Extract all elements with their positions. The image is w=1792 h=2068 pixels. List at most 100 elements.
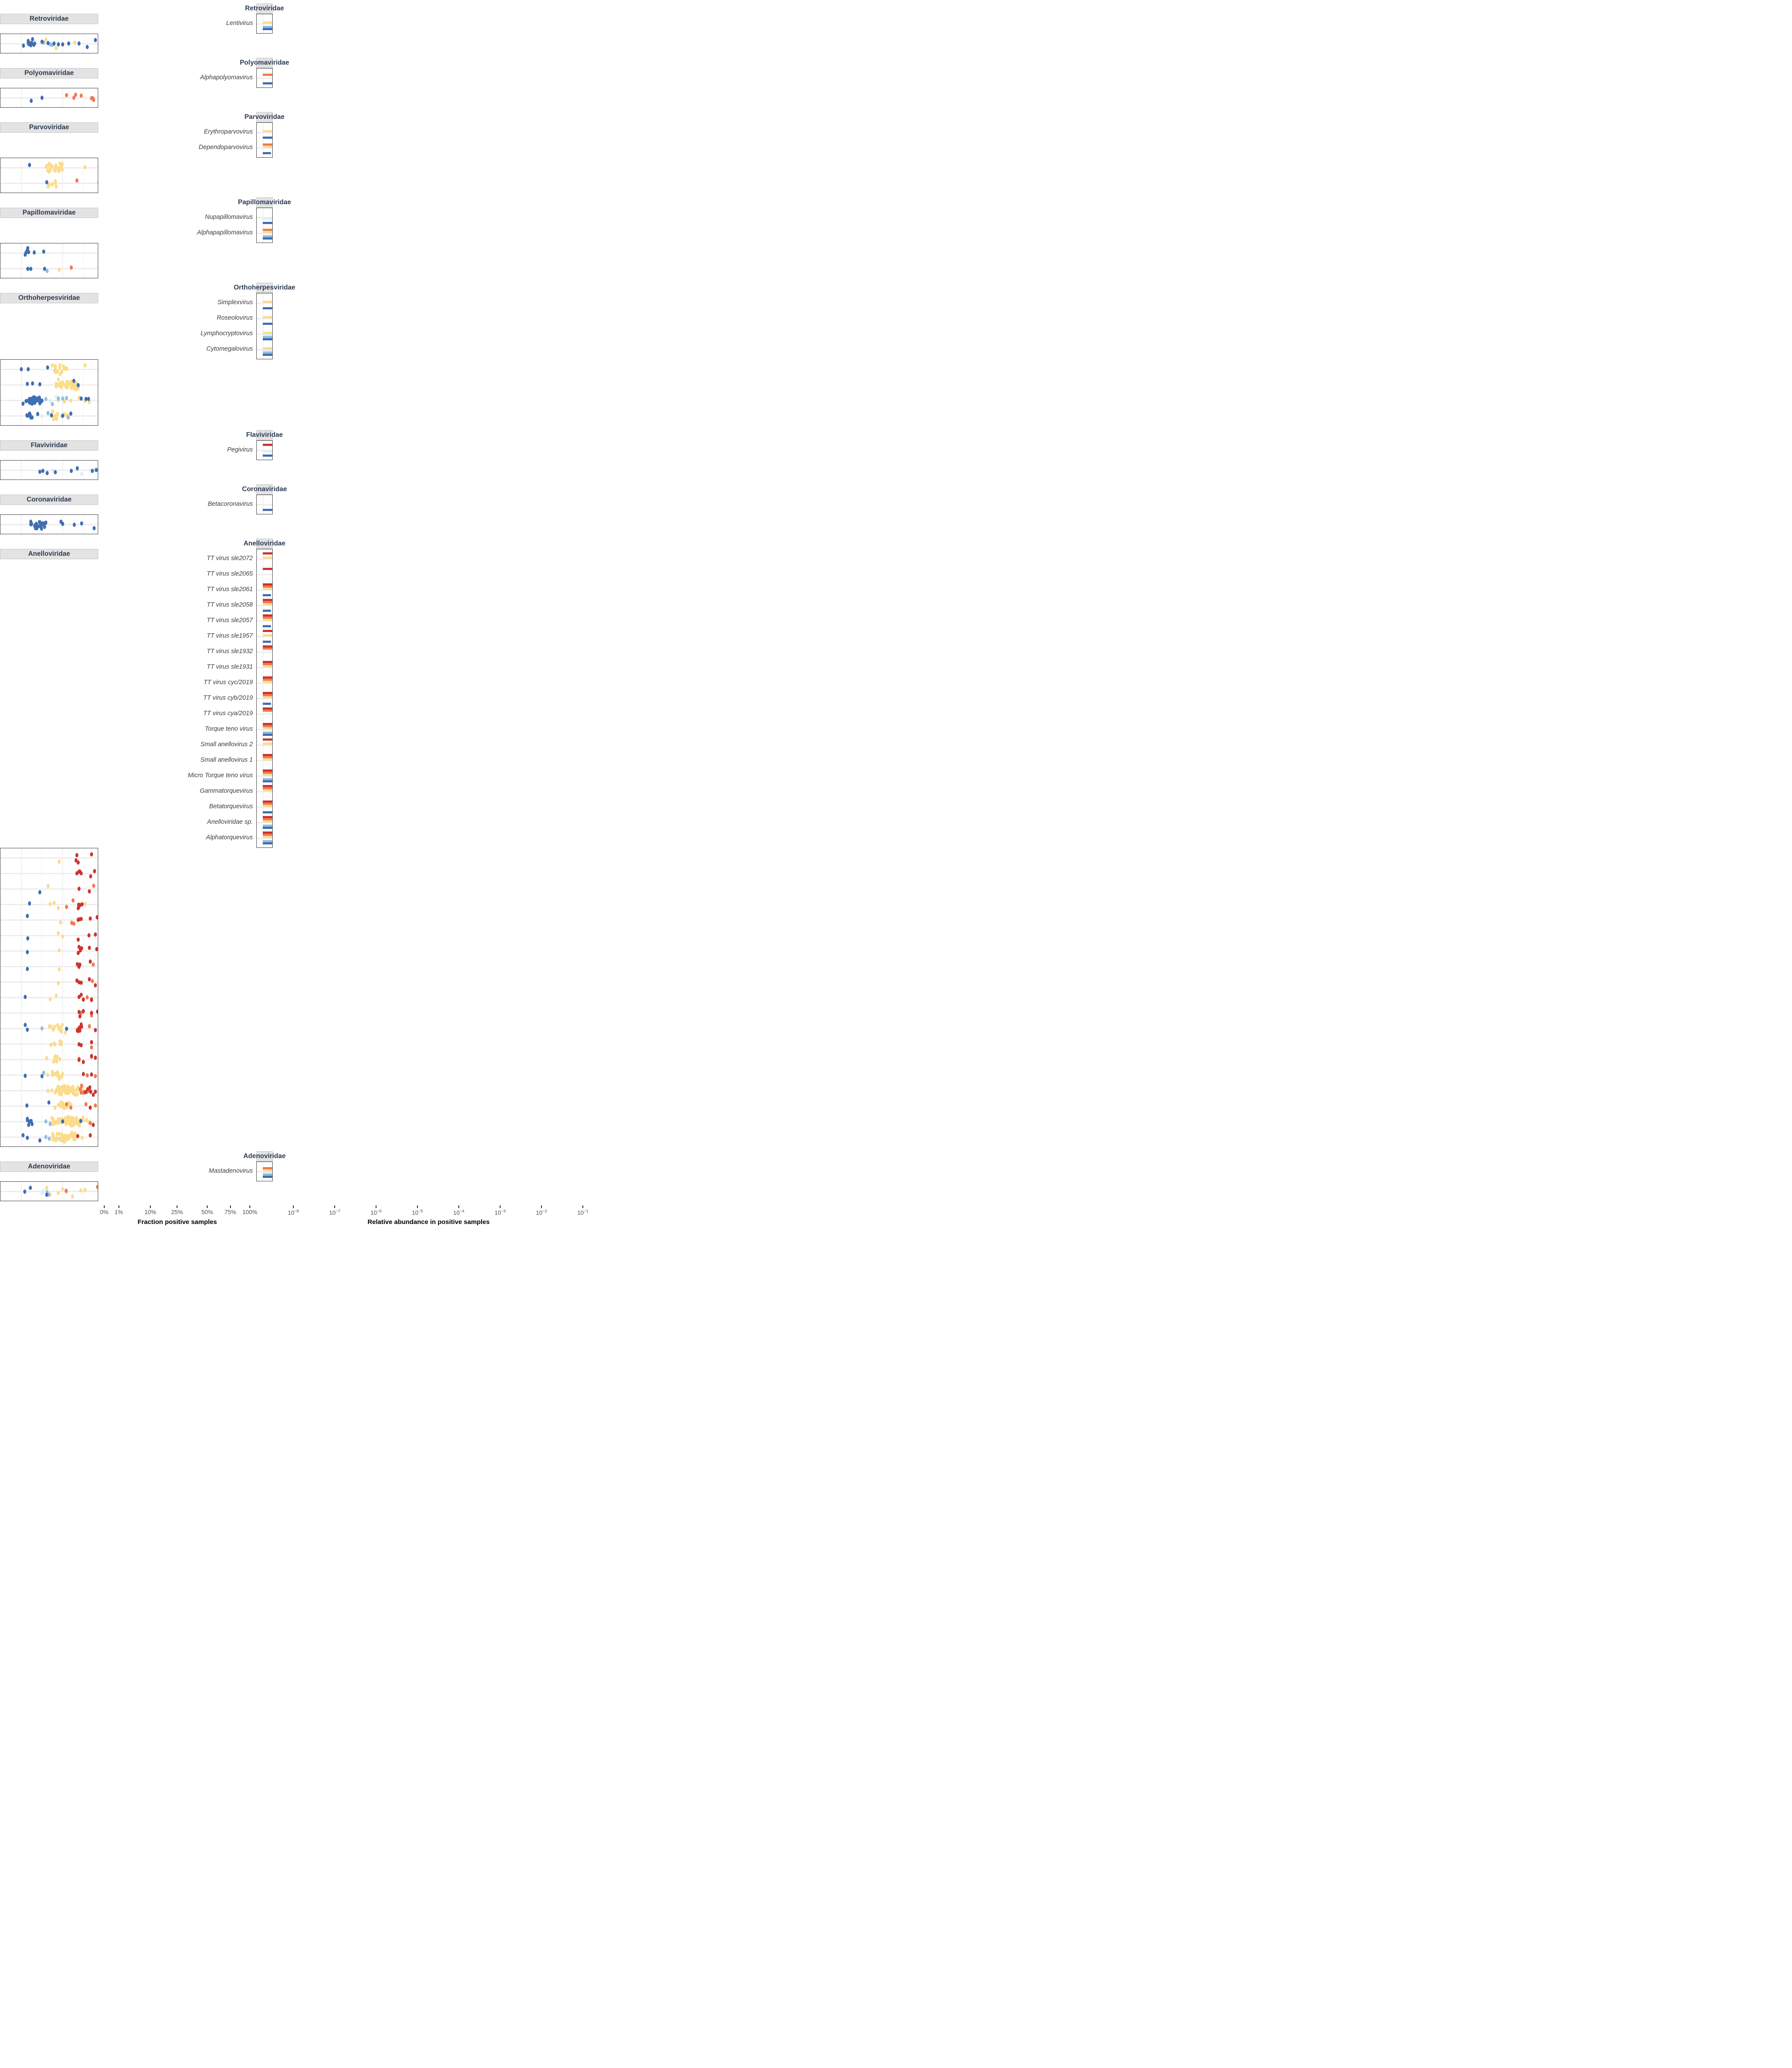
row-gridline [257, 698, 272, 699]
dot-tp [22, 401, 25, 406]
bar-me [263, 587, 272, 590]
genus-label: TT virus sle2061 [206, 586, 253, 593]
dot-cm [89, 874, 92, 879]
dot-me [58, 1074, 62, 1079]
dot-tp [24, 399, 28, 404]
dot-cm [79, 1043, 83, 1047]
dot-tp [84, 397, 88, 402]
bar-th [263, 725, 272, 727]
dot-cm [76, 906, 80, 911]
dot-ay [55, 395, 58, 399]
bar-cm [263, 707, 272, 710]
bar-me [263, 347, 272, 349]
genus-label: Anelloviridae sp. [207, 819, 253, 825]
dot-me [54, 1138, 58, 1143]
strip-panel [0, 34, 98, 53]
bar-th [263, 663, 272, 665]
dot-th [94, 1074, 97, 1079]
dot-me [63, 1139, 66, 1144]
figure: Retroviridae Retroviridae Lentivirus Polyom… [0, 0, 597, 1230]
dot-me [77, 396, 81, 400]
bar-cm [263, 614, 272, 617]
dot-tp [46, 41, 50, 46]
dot-me [70, 1134, 74, 1138]
dot-tp [59, 519, 62, 524]
dot-me [58, 1057, 62, 1062]
axis-tick-label: 1% [115, 1209, 123, 1215]
bar-panel [256, 1162, 273, 1181]
row-gridline [257, 651, 272, 653]
dot-tp [40, 39, 44, 44]
row-gridline [257, 589, 272, 591]
dot-tp [30, 1119, 33, 1124]
dot-cm [75, 1028, 79, 1033]
dot-me [62, 1101, 65, 1106]
dot-tp [32, 399, 36, 404]
dot-me [62, 1105, 66, 1109]
dot-tp [50, 413, 53, 418]
facet-title: Polyomaviridae [240, 58, 289, 68]
facet-gap [273, 122, 585, 158]
bar-panel [256, 440, 273, 460]
facet-title: Flaviviridae [246, 430, 283, 440]
genus-label: Lentivirus [226, 20, 253, 27]
row-gridline [0, 872, 98, 874]
gridline-minor [270, 293, 271, 359]
dot-oc [65, 396, 68, 401]
dot-th [72, 921, 76, 926]
dot-th [90, 978, 94, 983]
dot-me [71, 1089, 75, 1094]
dot-tp [40, 521, 44, 526]
genus-label: Lymphocryptovirus [200, 330, 253, 337]
family-block: Orthoherpesviridae Orthoherpesviridae Simp… [0, 283, 597, 426]
dot-tp [29, 400, 33, 405]
dot-oc [47, 1193, 50, 1197]
bar-oc [263, 351, 272, 354]
bar-tp [263, 1175, 272, 1178]
axis-tick [500, 1205, 501, 1208]
bar-th [263, 228, 272, 231]
dot-me [64, 384, 67, 389]
dot-cm [93, 1090, 97, 1094]
dot-cm [94, 983, 97, 988]
dot-me [55, 994, 58, 998]
dot-cm [77, 1026, 81, 1031]
dot-tp [94, 38, 97, 43]
genus-label: Dependoparvovirus [199, 144, 253, 151]
dot-me [74, 1120, 77, 1125]
bar-me [263, 758, 272, 760]
dot-tp [35, 521, 38, 526]
dot-tp [45, 1192, 49, 1197]
bar-tp [263, 454, 272, 457]
dot-tp [76, 383, 80, 387]
bar-cm [263, 583, 272, 586]
dot-th [96, 1185, 98, 1190]
bar-me [263, 331, 272, 334]
dot-me [63, 1089, 67, 1094]
genus-label: Alphapolyomavirus [200, 74, 253, 81]
strip-panel [0, 158, 98, 193]
dot-me [63, 399, 66, 404]
dot-cm [77, 917, 81, 922]
dot-ay [40, 1191, 44, 1196]
dot-me [55, 384, 58, 389]
axis-tick-label: 10−1 [577, 1209, 588, 1216]
dot-th [92, 98, 95, 103]
dot-me [76, 1085, 80, 1090]
dot-me [66, 1084, 70, 1089]
bar-cm [263, 645, 272, 648]
dot-tp [25, 248, 29, 252]
dot-cm [77, 1042, 81, 1047]
dot-me [61, 162, 64, 166]
dot-tp [23, 252, 27, 257]
bar-th [263, 833, 272, 836]
dot-me [59, 1119, 63, 1124]
strip-panel [0, 88, 98, 108]
row-gridline [0, 252, 98, 254]
genus-label-column: Mastadenovirus [98, 1162, 256, 1180]
row-gridline [257, 23, 272, 25]
bar-cm [263, 738, 272, 741]
genus-label: TT virus sle2065 [206, 570, 253, 577]
dot-cm [79, 916, 83, 921]
row-gridline [0, 384, 98, 386]
